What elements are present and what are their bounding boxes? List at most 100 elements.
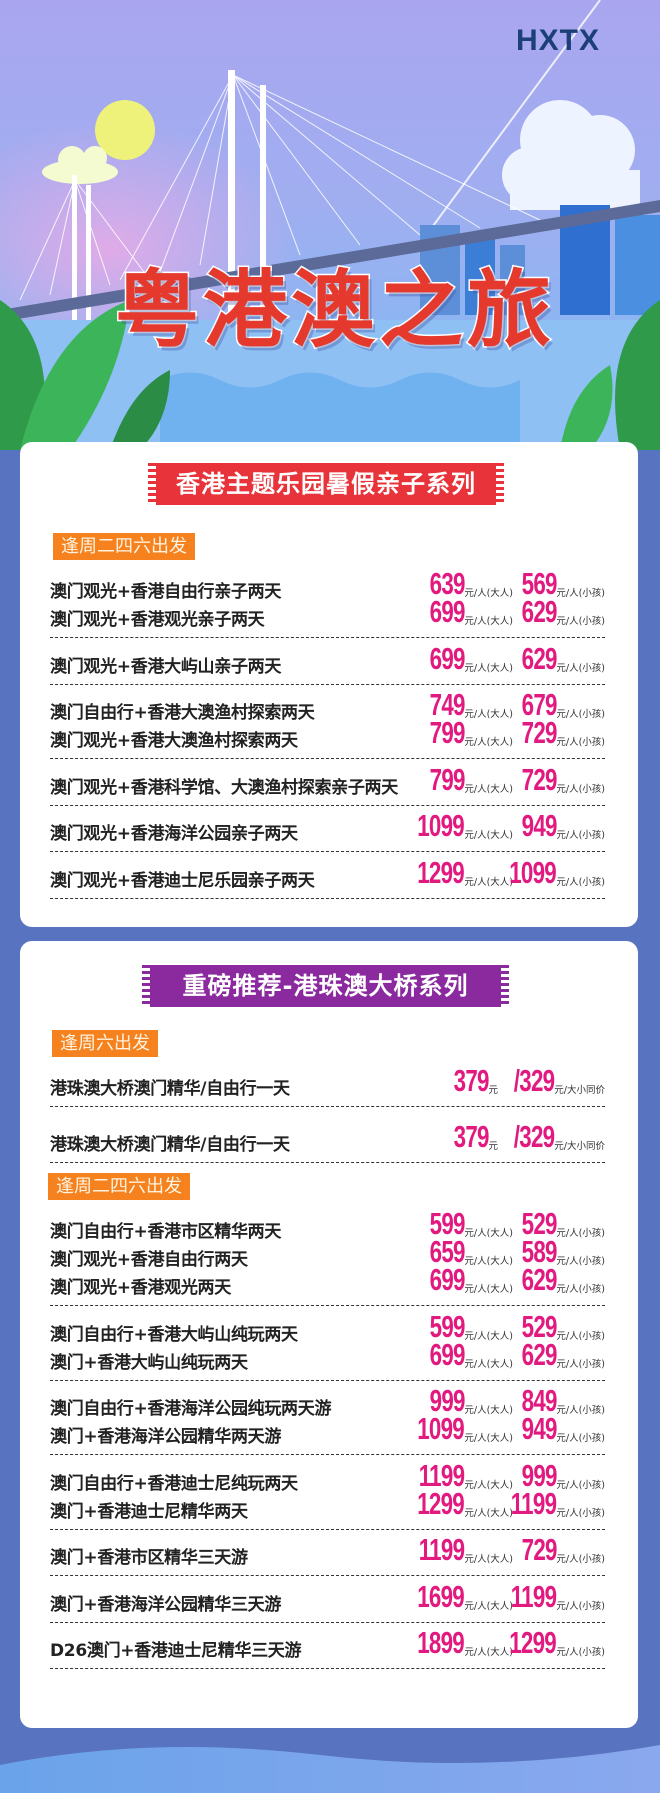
price-child: 529 元/人(小孩) [508, 1309, 605, 1345]
price-unit: 元/人(小孩) [556, 1647, 605, 1658]
section-banner: 重磅推荐-港珠澳大桥系列 [142, 965, 509, 1007]
price-unit: 元/人(小孩) [556, 1228, 605, 1239]
price-value: 699 [429, 1262, 465, 1297]
price-value: 1299 [417, 854, 465, 890]
price-value: 949 [521, 808, 557, 843]
price-value: 1299 [417, 1485, 465, 1521]
tour-group: 澳门自由行+香港大澳渔村探索两天 749 元/人(大人) 679 元/人(小孩) 澳门观光… [50, 685, 605, 759]
page-title: 粤港澳之旅 [113, 260, 555, 361]
tour-row: 港珠澳大桥澳门精华/自由行一天 379 元/329 元/大小同价 [50, 1119, 605, 1155]
price-child: 679 元/人(小孩) [508, 687, 605, 723]
price-same: 379 元/329 元/大小同价 [440, 1063, 605, 1099]
price-unit: 元/人(小孩) [556, 1554, 605, 1565]
price-unit: 元/人(大人) [464, 1647, 513, 1658]
price-unit: 元/人(小孩) [556, 1479, 605, 1491]
tour-name: 澳门+香港市区精华三天游 [50, 1548, 248, 1568]
section-card-bridge: 重磅推荐-港珠澳大桥系列 逢周六出发 港珠澳大桥澳门精华/自由行一天 379 元/32… [20, 941, 638, 1728]
price-value: 1699 [417, 1578, 465, 1614]
price-adult: 1199 元/人(大人) [401, 1457, 513, 1494]
tour-row: 澳门自由行+香港市区精华两天 599 元/人(大人) 529 元/人(小孩) [50, 1206, 605, 1242]
tour-name: 港珠澳大桥澳门精华/自由行一天 [50, 1079, 290, 1099]
price-value: 699 [429, 640, 465, 676]
tour-row: 澳门观光+香港观光亲子两天 699 元/人(大人) 629 元/人(小孩) [50, 594, 605, 630]
price-child: 569 元/人(小孩) [508, 566, 605, 602]
price-unit: 元/人(大人) [464, 662, 513, 674]
tour-row: 澳门观光+香港科学馆、大澳渔村探索亲子两天 799 元/人(大人) 729 元/人(小孩… [50, 762, 605, 798]
section-card-theme-park: 香港主题乐园暑假亲子系列 逢周二四六出发 澳门观光+香港自由行亲子两天 639 元/人… [20, 442, 638, 927]
price-value: 629 [521, 1336, 557, 1372]
price-adult: 699 元/人(大人) [416, 1336, 513, 1373]
price-value: 729 [521, 1532, 557, 1567]
tour-row: 澳门自由行+香港大澳渔村探索两天 749 元/人(大人) 679 元/人(小孩) [50, 687, 605, 723]
price-adult: 699 元/人(大人) [416, 1262, 513, 1298]
price-unit: 元/人(大人) [464, 1433, 513, 1444]
price-unit: 元/人(小孩) [556, 737, 605, 748]
price-adult: 749 元/人(大人) [416, 687, 513, 723]
price-unit: 元/人(小孩) [556, 709, 605, 720]
price-child: 529 元/人(小孩) [508, 1206, 605, 1242]
section-banner: 香港主题乐园暑假亲子系列 [148, 463, 504, 505]
price-child: 949 元/人(小孩) [508, 808, 605, 844]
price-value: 699 [429, 1336, 465, 1372]
price-adult: 1299 元/人(大人) [399, 854, 513, 891]
tour-group: 澳门+香港海洋公园精华三天游 1699 元/人(大人) 1199 元/人(小孩) [50, 1577, 605, 1623]
tour-group: 澳门观光+香港自由行亲子两天 639 元/人(大人) 569 元/人(小孩) 澳门观光+香… [50, 564, 605, 638]
leaves-decoration [0, 300, 660, 450]
price-unit: 元/人(小孩) [556, 783, 605, 795]
price-value: 1099 [417, 1411, 465, 1446]
price-value: 1199 [510, 1485, 557, 1521]
tour-name: 澳门自由行+香港海洋公园纯玩两天游 [50, 1399, 332, 1419]
price-value: 659 [429, 1234, 465, 1269]
tour-name: 澳门自由行+香港大澳渔村探索两天 [50, 703, 315, 723]
price-unit: 元/人(大人) [464, 709, 513, 720]
price-unit: 元/人(大人) [464, 1554, 513, 1565]
price-unit: 元/人(大人) [464, 616, 513, 627]
price-child: 1199 元/人(小孩) [493, 1579, 605, 1615]
price-value: 799 [429, 715, 465, 750]
price-value: 799 [429, 761, 465, 797]
price-value: 729 [521, 761, 557, 797]
tour-group: 澳门观光+香港大屿山亲子两天 699 元/人(大人) 629 元/人(小孩) [50, 639, 605, 685]
price-adult: 1299 元/人(大人) [399, 1485, 513, 1522]
price-unit: 元/人(大人) [464, 1507, 513, 1519]
sun-icon [95, 100, 155, 160]
price-value: 629 [521, 594, 557, 629]
price-child: 729 元/人(小孩) [508, 761, 605, 798]
price-value: 1899 [417, 1625, 465, 1660]
tour-name: 澳门观光+香港大屿山亲子两天 [50, 656, 282, 677]
tour-row: D26澳门+香港迪士尼精华三天游 1899 元/人(大人) 1299 元/人(小孩) [50, 1625, 605, 1661]
tour-group: 澳门观光+香港海洋公园亲子两天 1099 元/人(大人) 949 元/人(小孩) [50, 806, 605, 852]
tour-row: 澳门自由行+香港迪士尼纯玩两天 1199 元/人(大人) 999 元/人(小孩) [50, 1458, 605, 1494]
price-unit: 元 [488, 1140, 498, 1152]
price-unit: 元/人(大人) [464, 783, 513, 795]
tour-name: 澳门观光+香港观光两天 [50, 1278, 231, 1298]
tour-name: 澳门+香港海洋公园精华两天游 [50, 1427, 282, 1447]
price-unit: 元/大小同价 [554, 1140, 605, 1152]
tour-name: 澳门观光+香港自由行两天 [50, 1250, 248, 1270]
price-value: 949 [521, 1411, 557, 1446]
city-skyline [420, 205, 660, 315]
price-value: 599 [429, 1308, 465, 1344]
price-adult: 999 元/人(大人) [416, 1383, 513, 1419]
price-value: 529 [521, 1206, 557, 1241]
tour-name: 澳门观光+香港观光亲子两天 [50, 610, 265, 630]
cloud-icon [42, 146, 118, 184]
price-unit: 元/人(大人) [464, 1228, 513, 1239]
tour-name: 澳门观光+香港科学馆、大澳渔村探索亲子两天 [50, 777, 398, 798]
price-value: 1199 [418, 1457, 465, 1493]
tour-group: 港珠澳大桥澳门精华/自由行一天 379 元/329 元/大小同价 [50, 1117, 605, 1163]
price-adult: 1199 元/人(大人) [401, 1532, 513, 1568]
bridge-deck [0, 200, 660, 322]
price-child: 629 元/人(小孩) [508, 1262, 605, 1298]
tour-name: 澳门观光+香港迪士尼乐园亲子两天 [50, 870, 315, 891]
price-child: 729 元/人(小孩) [508, 1532, 605, 1568]
price-unit: 元/人(小孩) [556, 1600, 605, 1612]
tour-name: 澳门观光+香港海洋公园亲子两天 [50, 824, 298, 844]
price-adult: 1699 元/人(大人) [399, 1578, 513, 1615]
price-unit: 元/人(小孩) [556, 1358, 605, 1370]
tour-name: 澳门自由行+香港大屿山纯玩两天 [50, 1324, 298, 1345]
departure-tag: 逢周六出发 [52, 1030, 158, 1057]
tour-row: 澳门自由行+香港大屿山纯玩两天 599 元/人(大人) 529 元/人(小孩) [50, 1309, 605, 1345]
price-adult: 1099 元/人(大人) [399, 808, 513, 844]
price-unit: 元/人(小孩) [556, 830, 605, 841]
